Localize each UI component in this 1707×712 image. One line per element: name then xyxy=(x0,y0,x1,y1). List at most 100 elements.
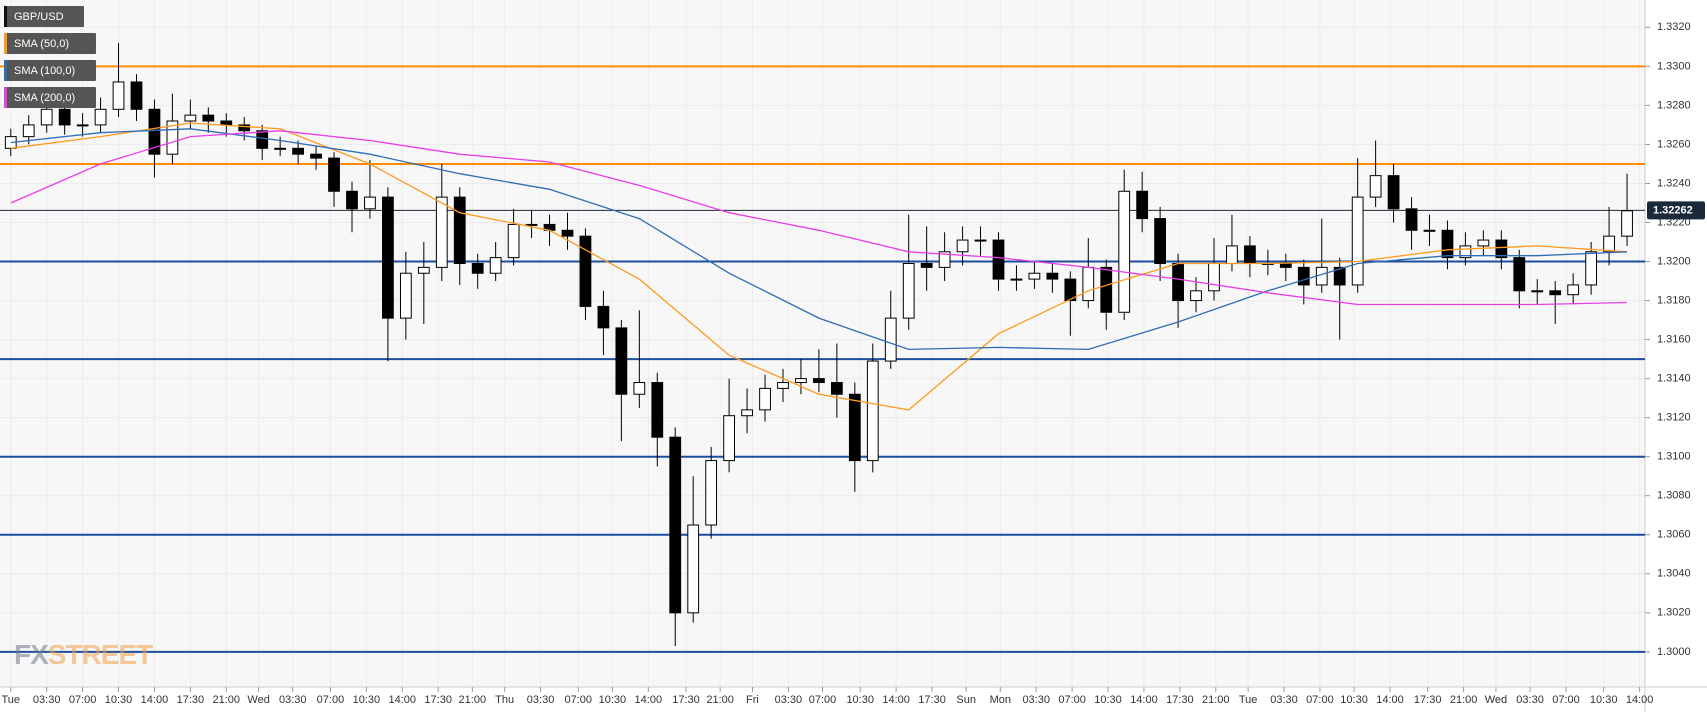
candle-body xyxy=(471,262,484,274)
y-tick-label: 1.3080 xyxy=(1657,490,1691,502)
candle-body xyxy=(40,108,53,126)
candle-body xyxy=(1154,218,1167,264)
candle-body xyxy=(417,266,430,274)
x-tick-label: 17:30 xyxy=(918,694,946,706)
candle-body xyxy=(777,382,789,389)
candle-body xyxy=(58,108,71,126)
candle-body xyxy=(615,327,628,395)
x-tick-label: 07:00 xyxy=(1552,694,1580,706)
candle-body xyxy=(292,147,304,155)
legend-swatch xyxy=(4,60,7,81)
sma-line xyxy=(10,122,1628,411)
x-tick-label: 07:00 xyxy=(1058,694,1086,706)
x-tick-label: 10:30 xyxy=(1094,694,1122,706)
x-tick-label: 17:30 xyxy=(177,694,205,706)
y-tick-label: 1.3040 xyxy=(1657,568,1691,580)
x-tick-label: 03:30 xyxy=(279,694,307,706)
candle-body xyxy=(1279,262,1292,268)
candle-body xyxy=(741,409,753,417)
x-tick-label: 03:30 xyxy=(775,694,803,706)
candle-body xyxy=(1621,210,1633,237)
last-price-label: 1.32262 xyxy=(1653,204,1693,216)
y-tick-label: 1.3140 xyxy=(1657,373,1691,385)
y-tick-label: 1.3240 xyxy=(1657,177,1691,189)
legend-swatch xyxy=(4,33,7,54)
x-tick-label: 14:00 xyxy=(141,694,169,706)
candle-body xyxy=(112,81,125,110)
x-tick-label: 14:00 xyxy=(635,694,663,706)
candle-body xyxy=(1603,235,1615,253)
candle-body xyxy=(1369,175,1382,198)
y-tick-label: 1.3000 xyxy=(1657,646,1691,658)
candle-body xyxy=(220,120,233,126)
x-tick-label: 17:30 xyxy=(672,694,700,706)
candle-body xyxy=(1136,190,1149,220)
x-tick-label: 10:30 xyxy=(353,694,381,706)
x-tick-label: 14:00 xyxy=(882,694,910,706)
legend-box xyxy=(4,87,96,108)
watermark: FXSTREET xyxy=(14,639,153,670)
candle-body xyxy=(435,196,448,268)
candle-body xyxy=(1423,229,1436,232)
legend-box xyxy=(4,33,96,54)
candle-body xyxy=(1118,190,1131,313)
candle-body xyxy=(884,317,897,362)
candle-body xyxy=(687,524,700,614)
candle-body xyxy=(795,378,807,384)
x-tick-label: 14:00 xyxy=(1626,694,1654,706)
candle-body xyxy=(956,239,969,253)
candle-body xyxy=(705,460,718,526)
candle-body xyxy=(1387,175,1400,210)
candle-body xyxy=(1459,245,1472,259)
candle-body xyxy=(310,153,322,159)
x-tick-label: 10:30 xyxy=(846,694,874,706)
legend-label: SMA (100,0) xyxy=(14,65,75,77)
x-tick-label: 03:30 xyxy=(1516,694,1544,706)
y-tick-label: 1.3160 xyxy=(1657,334,1691,346)
x-tick-label: 17:30 xyxy=(424,694,452,706)
candle-body xyxy=(274,147,287,150)
x-tick-label: Mon xyxy=(990,694,1011,706)
candle-body xyxy=(1333,266,1346,286)
candle-body xyxy=(848,393,861,462)
candle-body xyxy=(1477,239,1490,247)
candle-body xyxy=(1010,278,1023,281)
legend-box xyxy=(4,60,96,81)
x-tick-label: Fri xyxy=(746,694,759,706)
candle-body xyxy=(579,235,592,307)
x-tick-label: 07:00 xyxy=(564,694,592,706)
candle-body xyxy=(992,239,1005,280)
candle-body xyxy=(1495,239,1508,259)
sma-line xyxy=(10,130,1628,306)
candle-body xyxy=(507,223,520,259)
candle-body xyxy=(1549,290,1562,296)
candle-body xyxy=(1226,245,1238,264)
candle-body xyxy=(94,108,107,126)
x-tick-label: 21:00 xyxy=(1202,694,1230,706)
candle-body xyxy=(597,305,610,329)
candle-body xyxy=(974,239,987,242)
y-tick-label: 1.3220 xyxy=(1657,216,1691,228)
last-price-box xyxy=(1647,201,1705,220)
y-tick-label: 1.3200 xyxy=(1657,255,1691,267)
legend-swatch xyxy=(4,6,7,27)
x-tick-label: 03:30 xyxy=(1022,694,1050,706)
candle-body xyxy=(633,382,646,395)
watermark-prefix: FX xyxy=(14,639,49,670)
x-tick-label: 03:30 xyxy=(33,694,61,706)
legend-box xyxy=(4,6,84,27)
candle-body xyxy=(399,272,412,319)
x-tick-label: 10:30 xyxy=(105,694,133,706)
candle-body xyxy=(561,229,574,237)
x-tick-label: 07:00 xyxy=(69,694,97,706)
candle-body xyxy=(1351,196,1364,286)
candle-body xyxy=(1028,272,1041,280)
x-tick-label: 10:30 xyxy=(1590,694,1618,706)
candle-body xyxy=(1567,284,1580,296)
candle-body xyxy=(1244,245,1256,264)
legend-swatch xyxy=(4,87,7,108)
y-tick-label: 1.3120 xyxy=(1657,412,1691,424)
candle-body xyxy=(184,114,197,122)
x-tick-label: Tue xyxy=(2,694,21,706)
x-tick-label: 14:00 xyxy=(1376,694,1404,706)
